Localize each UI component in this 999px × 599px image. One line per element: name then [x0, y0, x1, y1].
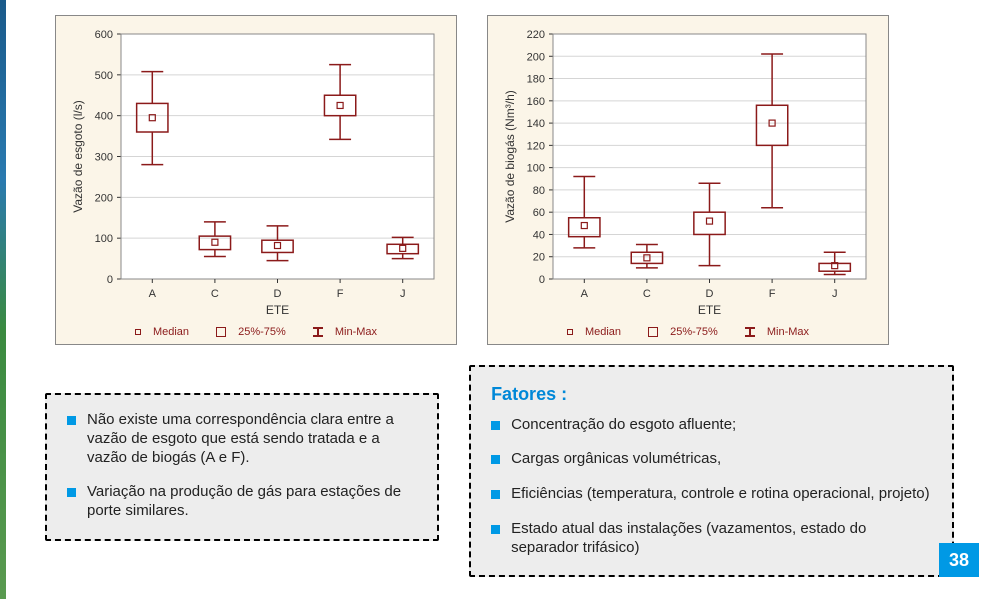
svg-text:A: A [149, 288, 157, 300]
notes-right-box: Fatores : Concentração do esgoto afluent… [469, 365, 954, 577]
legend-biogas: Median 25%-75% Min-Max [498, 324, 878, 338]
svg-text:F: F [769, 288, 776, 300]
list-item: Cargas orgânicas volumétricas, [491, 450, 932, 469]
svg-text:60: 60 [533, 207, 545, 219]
svg-text:600: 600 [95, 29, 113, 41]
chart-panel-biogas: 0 20 40 60 80 100 120 140 160 180 200 220 A C D F J ETE Va… [487, 15, 889, 345]
list-item: Concentração do esgoto afluente; [491, 416, 932, 435]
list-item: Eficiências (temperatura, controle e rot… [491, 485, 932, 504]
svg-text:500: 500 [95, 70, 113, 82]
svg-text:F: F [337, 288, 344, 300]
list-item: Variação na produção de gás para estaçõe… [67, 483, 417, 521]
svg-text:200: 200 [527, 51, 545, 63]
svg-text:D: D [274, 288, 282, 300]
list-item: Não existe uma correspondência clara ent… [67, 411, 417, 467]
chart-panel-esgoto: 0 100 200 300 400 500 600 A C D F J ETE Vazão de esgo… [55, 15, 457, 345]
svg-text:160: 160 [527, 96, 545, 108]
svg-text:20: 20 [533, 252, 545, 264]
svg-text:140: 140 [527, 118, 545, 130]
list-item: Estado atual das instalações (vazamentos… [491, 520, 932, 558]
boxplot-biogas: 0 20 40 60 80 100 120 140 160 180 200 220 A C D F J ETE Va… [498, 24, 878, 324]
svg-text:220: 220 [527, 29, 545, 41]
svg-text:40: 40 [533, 229, 545, 241]
svg-text:J: J [832, 288, 838, 300]
notes-right-list: Concentração do esgoto afluente; Cargas o… [491, 416, 932, 558]
svg-text:400: 400 [95, 111, 113, 123]
svg-text:ETE: ETE [266, 303, 289, 317]
svg-text:120: 120 [527, 140, 545, 152]
svg-text:300: 300 [95, 152, 113, 164]
svg-text:ETE: ETE [698, 303, 721, 317]
svg-text:D: D [706, 288, 714, 300]
svg-text:C: C [643, 288, 651, 300]
svg-text:C: C [211, 288, 219, 300]
svg-text:Vazão de biogás (Nm³/h): Vazão de biogás (Nm³/h) [503, 90, 517, 223]
boxplot-esgoto: 0 100 200 300 400 500 600 A C D F J ETE Vazão de esgo… [66, 24, 446, 324]
svg-text:0: 0 [107, 274, 113, 286]
svg-text:J: J [400, 288, 406, 300]
page-number: 38 [939, 543, 979, 577]
legend-esgoto: Median 25%-75% Min-Max [66, 324, 446, 338]
notes-left-box: Não existe uma correspondência clara ent… [45, 393, 439, 541]
svg-text:100: 100 [95, 233, 113, 245]
svg-text:A: A [581, 288, 589, 300]
svg-text:0: 0 [539, 274, 545, 286]
notes-left-list: Não existe uma correspondência clara ent… [67, 411, 417, 521]
notes-row: Não existe uma correspondência clara ent… [0, 345, 999, 577]
svg-text:200: 200 [95, 192, 113, 204]
side-decoration [0, 0, 6, 599]
fatores-title: Fatores : [491, 383, 932, 406]
svg-text:100: 100 [527, 163, 545, 175]
svg-text:180: 180 [527, 74, 545, 86]
svg-text:Vazão de esgoto (l/s): Vazão de esgoto (l/s) [71, 100, 85, 213]
charts-row: 0100200300400500600ACDFJETEVazão de esgo… [0, 0, 999, 345]
svg-text:80: 80 [533, 185, 545, 197]
